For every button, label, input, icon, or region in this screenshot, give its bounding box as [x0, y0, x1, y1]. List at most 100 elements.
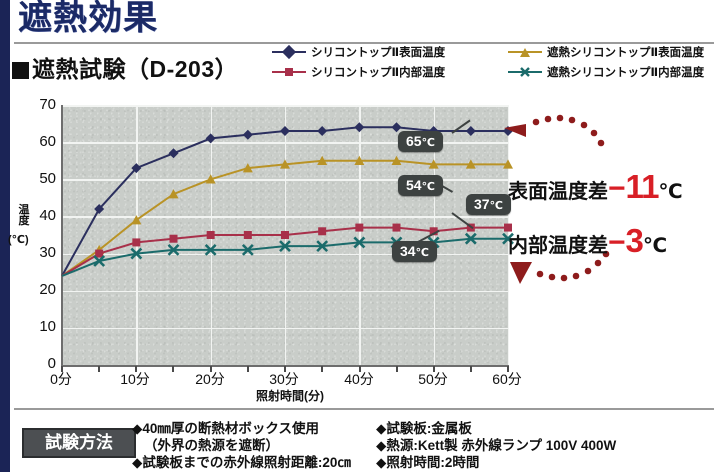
- series-1-point-8: [354, 155, 365, 165]
- square-marker-icon: [12, 62, 29, 79]
- series-0-point-11: [465, 126, 476, 136]
- x-tick-20: 20分: [195, 371, 225, 387]
- arrow-surface: [504, 114, 605, 147]
- x-axis-title: 照射時間(分): [256, 389, 324, 403]
- legend-label-1: 遮熱シリコントップⅡ表面温度: [547, 47, 705, 59]
- y-tick-30: 30: [39, 244, 56, 261]
- square-marker-icon-legend: [272, 66, 306, 78]
- series-1-point-10: [428, 159, 439, 169]
- y-axis-title: 温度: [18, 204, 30, 227]
- series-2-point-2: [132, 238, 141, 247]
- series-0-point-5: [242, 129, 253, 140]
- series-1-point-9: [391, 155, 402, 165]
- legend-item-0: シリコントップⅡ表面温度: [272, 44, 508, 60]
- surface-diff-unit: ℃: [658, 181, 683, 203]
- method-left-line-1: （外界の熱源を遮断）: [144, 438, 279, 453]
- series-1-point-7: [317, 155, 328, 165]
- y-tick-20: 20: [39, 281, 56, 298]
- y-axis-line: [61, 105, 63, 366]
- inner-diff-unit: ℃: [642, 235, 668, 257]
- series-0-point-8: [354, 122, 365, 133]
- page-title: 遮熱効果: [18, 0, 158, 37]
- series-2-point-6: [281, 231, 289, 239]
- legend-item-3: 遮熱シリコントップⅡ内部温度: [508, 64, 720, 80]
- method-box-label: 試験方法: [22, 428, 136, 458]
- arrow-inner: [510, 250, 610, 284]
- annotation-surface-diff: 表面温度差−11℃: [508, 168, 683, 206]
- legend-label-0: シリコントップⅡ表面温度: [311, 47, 446, 59]
- callout-37: 37℃: [466, 194, 511, 215]
- section-title: 遮熱試験（D-203）: [12, 50, 238, 84]
- inner-diff-label: 内部温度差: [508, 235, 608, 257]
- method-left-line-2: ◆試験板までの赤外線照射距離:20㎝: [132, 455, 351, 470]
- series-3-point-1: [93, 255, 106, 267]
- series-3-point-2: [130, 247, 143, 260]
- y-tick-40: 40: [39, 207, 56, 224]
- method-right-column: ◆試験板:金属板 ◆熱源:Kett製 赤外線ランプ 100V 400W ◆照射時…: [376, 420, 616, 471]
- legend-label-2: シリコントップⅡ内部温度: [311, 67, 446, 79]
- series-0-point-6: [280, 126, 290, 136]
- legend-item-1: 遮熱シリコントップⅡ表面温度: [508, 44, 720, 60]
- series-3-point-11: [464, 232, 477, 245]
- surface-diff-minus: −: [608, 172, 626, 205]
- inner-diff-minus: −: [608, 226, 626, 259]
- diamond-marker-icon: [272, 44, 306, 60]
- method-left-column: ◆40㎜厚の断熱材ボックス使用 （外界の熱源を遮断） ◆試験板までの赤外線照射距…: [132, 420, 351, 471]
- x-tick-30: 30分: [269, 371, 299, 387]
- y-axis-unit: (℃): [8, 234, 29, 246]
- series-2-point-1: [95, 249, 104, 258]
- callout-65: 65℃: [398, 131, 443, 152]
- series-1-point-5: [242, 163, 253, 173]
- series-3-point-3: [167, 243, 180, 256]
- series-2-point-5: [243, 231, 252, 239]
- series-0-point-7: [317, 126, 328, 136]
- series-0-point-4: [205, 133, 216, 144]
- series-1-point-4: [205, 174, 216, 184]
- method-right-line-2: ◆照射時間:2時間: [376, 455, 480, 470]
- y-tick-70: 70: [39, 96, 56, 113]
- surface-diff-value: 11: [625, 168, 660, 205]
- title-divider: [14, 42, 714, 44]
- cross-marker-icon: [508, 66, 542, 78]
- series-1-point-12: [503, 159, 513, 169]
- series-3-point-6: [279, 240, 291, 253]
- surface-diff-label: 表面温度差: [508, 181, 608, 203]
- method-right-line-0: ◆試験板:金属板: [376, 421, 472, 436]
- series-0-point-1: [94, 204, 105, 214]
- y-tick-10: 10: [39, 318, 56, 335]
- series-1-point-3: [168, 189, 179, 199]
- inner-diff-value: 3: [625, 222, 644, 259]
- x-tick-40: 40分: [344, 371, 374, 387]
- x-tick-50: 50分: [418, 371, 448, 387]
- x-tick-60: 60分: [492, 371, 522, 387]
- method-right-line-1: ◆熱源:Kett製 赤外線ランプ 100V 400W: [376, 438, 617, 453]
- series-3-point-12: [502, 232, 514, 245]
- series-3-point-7: [316, 240, 329, 253]
- series-2-point-4: [206, 231, 215, 239]
- left-accent-bar: [0, 0, 10, 472]
- y-tick-60: 60: [39, 133, 56, 150]
- series-2-point-12: [504, 223, 512, 232]
- legend-label-3: 遮熱シリコントップⅡ内部温度: [547, 67, 705, 79]
- section-title-label: 遮熱試験（D-203）: [32, 56, 239, 82]
- method-left-line-0: ◆40㎜厚の断熱材ボックス使用: [132, 421, 319, 436]
- series-0-point-3: [168, 148, 179, 159]
- bottom-divider: [14, 408, 714, 410]
- series-2-point-3: [169, 234, 178, 243]
- series-3-point-4: [204, 243, 217, 256]
- series-1-point-11: [465, 159, 476, 169]
- series-2-point-7: [318, 227, 327, 236]
- x-tick-0: 0分: [50, 371, 72, 387]
- series-2-point-8: [355, 223, 364, 232]
- callout-54: 54℃: [398, 175, 443, 196]
- series-0-point-9: [391, 122, 402, 133]
- y-tick-0: 0: [47, 355, 56, 372]
- series-1-point-6: [280, 159, 290, 169]
- triangle-marker-icon: [508, 46, 542, 58]
- series-1-point-2: [131, 215, 142, 225]
- chart-legend: シリコントップⅡ表面温度 遮熱シリコントップⅡ表面温度 シリコントップⅡ内部温度: [272, 44, 720, 80]
- x-tick-10: 10分: [120, 371, 150, 387]
- series-0-point-2: [131, 163, 142, 174]
- y-tick-50: 50: [39, 170, 56, 187]
